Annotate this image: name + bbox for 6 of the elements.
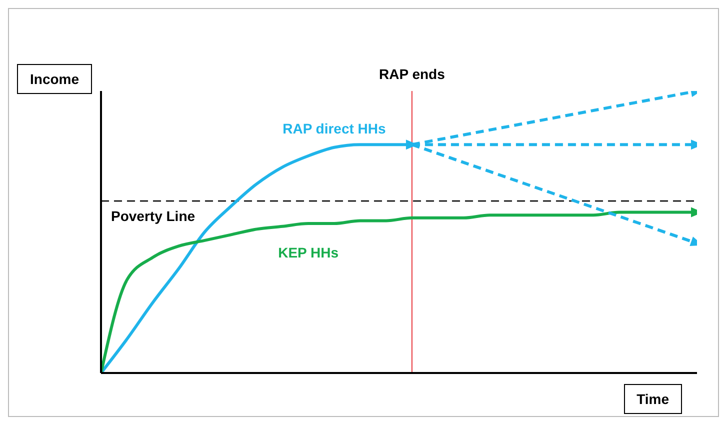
text: RAP ends <box>379 66 446 82</box>
series-label: RAP direct HHs <box>282 120 386 136</box>
y-axis-title: Income <box>17 64 92 94</box>
series-label: KEP HHs <box>278 244 339 261</box>
ref-line-label: Poverty Line <box>111 208 196 224</box>
x-axis-title: Time <box>624 384 682 414</box>
